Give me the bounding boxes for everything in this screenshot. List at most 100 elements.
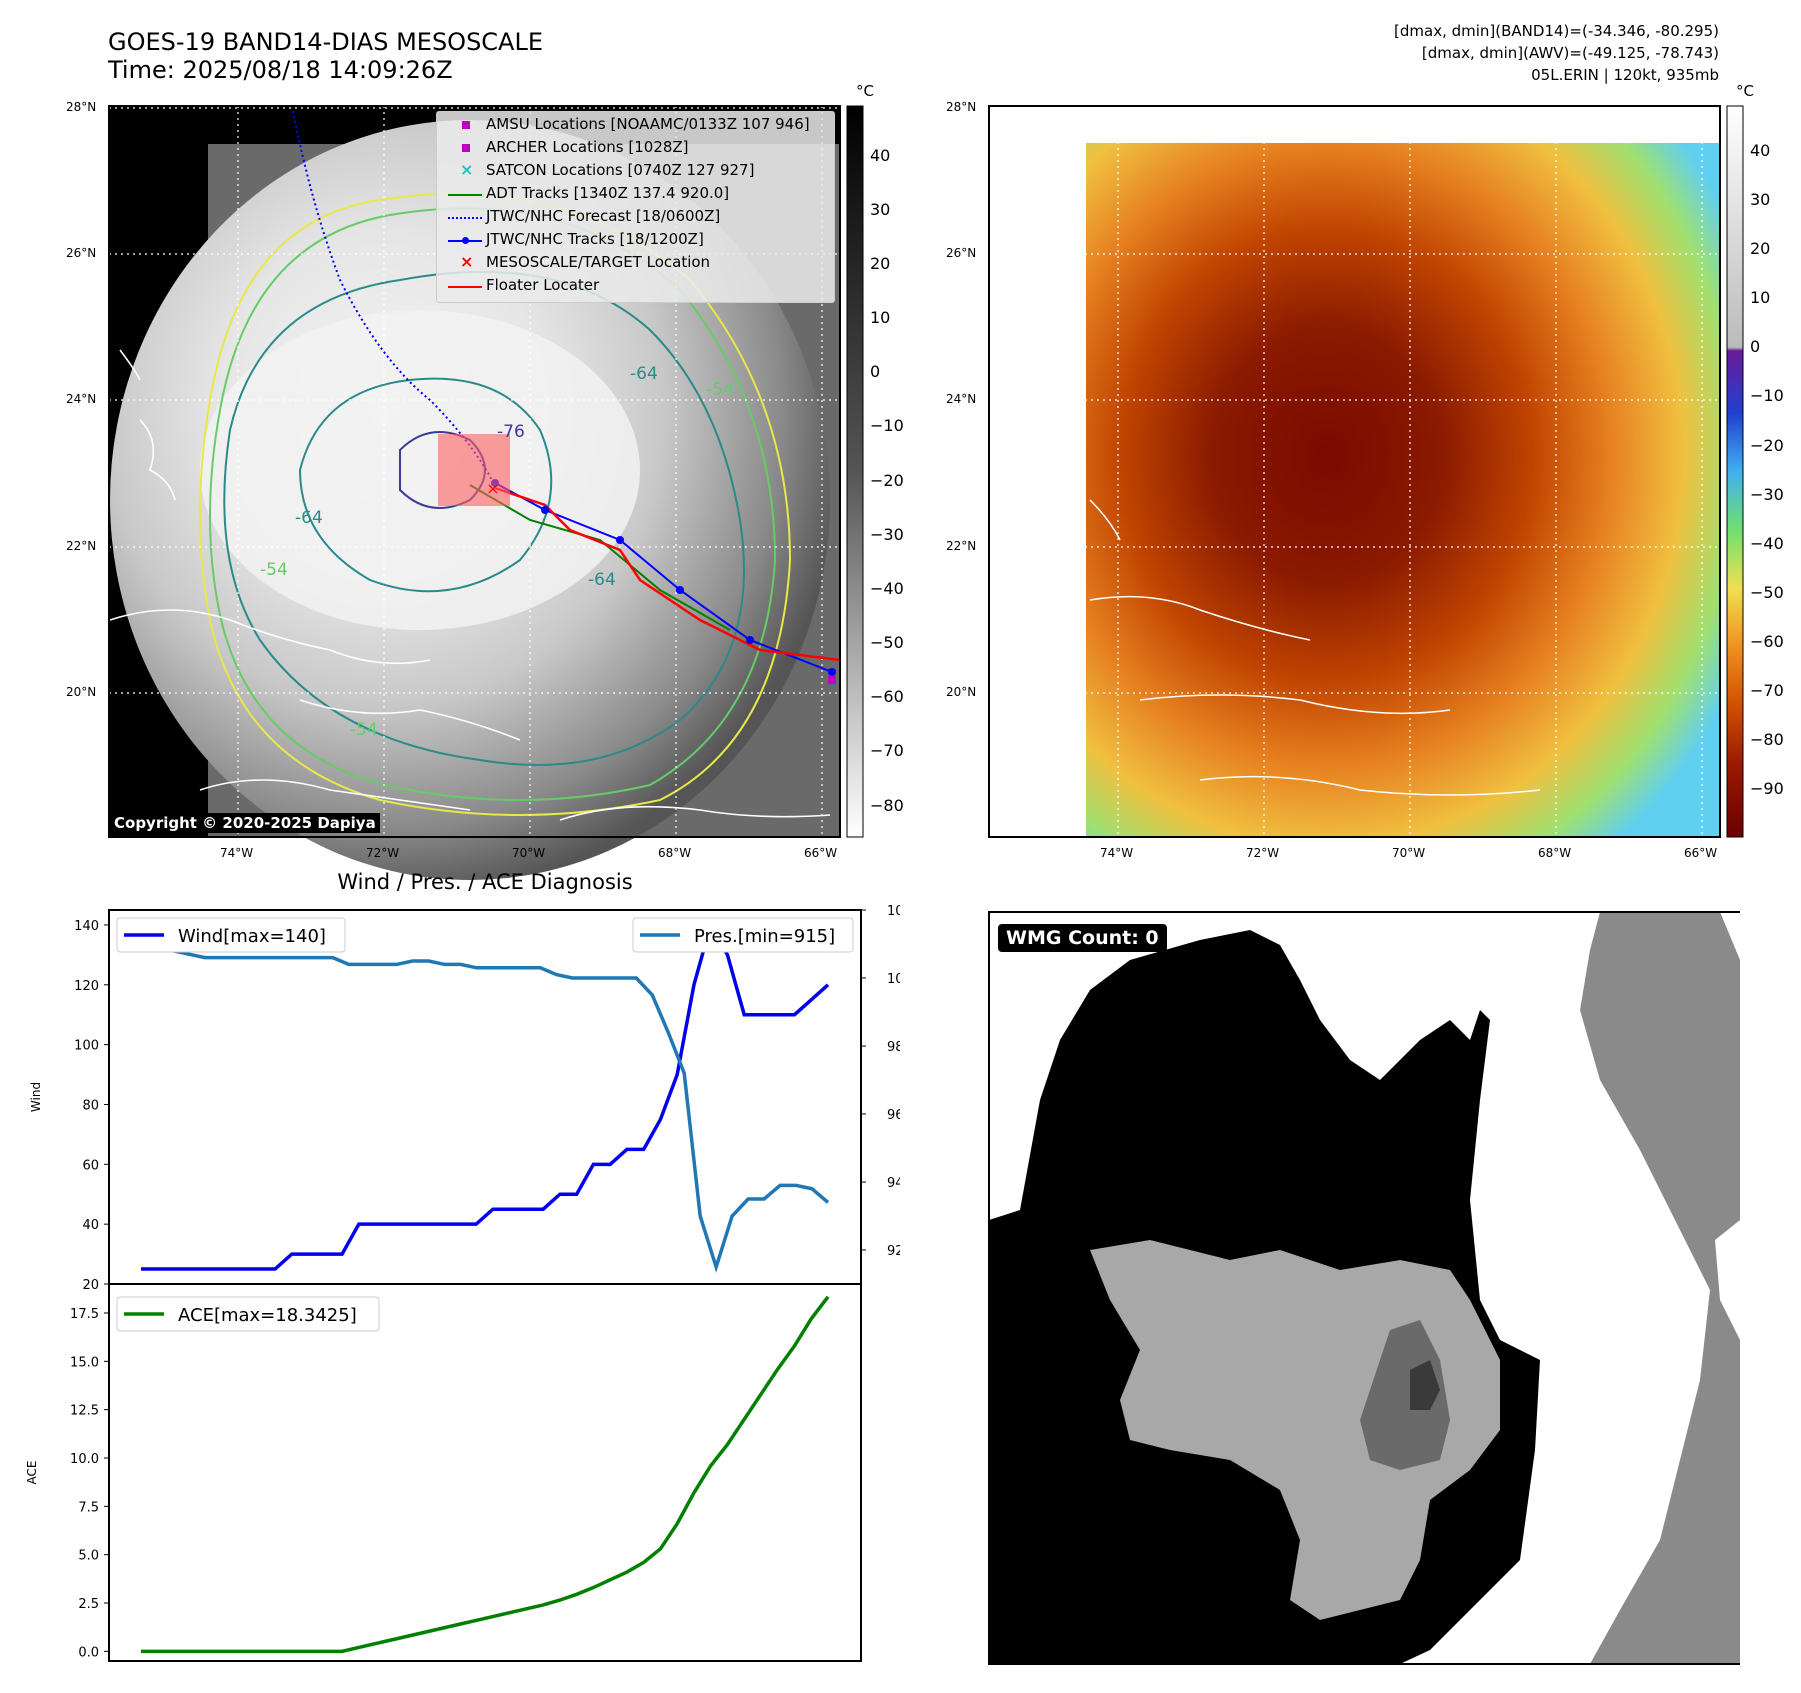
legend-marker-icon <box>448 141 484 155</box>
lon-tick-label: 66°W <box>1684 846 1718 860</box>
ace-tick-label: 17.5 <box>70 1307 99 1322</box>
adt-track <box>469 484 731 631</box>
wmg-mask <box>988 911 1740 1665</box>
legend-marker-icon: × <box>460 160 474 179</box>
colorbar-tick-label: −70 <box>1750 680 1784 700</box>
pressure-tick-label: 980 <box>887 1040 900 1055</box>
legend-label: MESOSCALE/TARGET Location <box>486 253 711 271</box>
colorbar-tick-label: 0 <box>870 362 881 382</box>
wind-axis-label: Wind <box>29 1082 43 1112</box>
colorbar-tick-label: −80 <box>1750 729 1784 749</box>
color-coverage <box>1086 143 1720 837</box>
wind-legend-label: Wind[max=140] <box>178 926 326 947</box>
lon-tick-label: 72°W <box>366 846 400 860</box>
map-legend <box>436 111 835 303</box>
copyright-label: Copyright © 2020-2025 Dapiya <box>110 813 380 833</box>
lat-tick-label: 24°N <box>946 392 977 406</box>
amsu-point <box>828 676 836 684</box>
legend-entry: JTWC/NHC Forecast [18/0600Z] <box>444 206 834 228</box>
lon-tick-label: 68°W <box>658 846 692 860</box>
colorbar-tick-label: 40 <box>1750 141 1771 161</box>
legend-marker-icon <box>448 279 484 293</box>
ace-tick-label: 2.5 <box>78 1597 99 1612</box>
contour-label: -64 <box>630 364 658 384</box>
figure-title-line1: GOES-19 BAND14-DIAS MESOSCALE <box>108 28 544 56</box>
lon-tick-label: 72°W <box>1246 846 1280 860</box>
colorbar-tick-label: −50 <box>870 633 904 653</box>
colorbar-tick-label: −60 <box>870 687 904 707</box>
wind-tick-label: 80 <box>82 1098 99 1113</box>
color-coastlines <box>1089 499 1541 796</box>
lat-tick-label: 20°N <box>946 685 977 699</box>
floater-track <box>494 486 841 662</box>
colorbar-tick-label: 40 <box>870 145 891 165</box>
gray-colorbar-unit: °C <box>856 82 874 100</box>
legend-marker-icon <box>448 233 484 247</box>
forecast-track <box>291 105 493 481</box>
lat-tick-label: 28°N <box>946 100 977 114</box>
pressure-tick-label: 1020 <box>887 904 900 919</box>
lat-tick-label: 28°N <box>66 100 97 114</box>
legend-entry: Floater Locater <box>444 275 834 297</box>
ace-tick-label: 15.0 <box>70 1355 99 1370</box>
pressure-legend-label: Pres.[min=915] <box>694 926 835 947</box>
wind-series-line <box>141 920 830 1271</box>
wind-tick-label: 20 <box>82 1278 99 1293</box>
ace-legend-label: ACE[max=18.3425] <box>178 1305 357 1326</box>
lon-tick-label: 70°W <box>512 846 546 860</box>
ace-series-line <box>141 1295 830 1654</box>
legend-entry: × MESOSCALE/TARGET Location <box>444 252 834 274</box>
info-dmax-awv: [dmax, dmin](AWV)=(-49.125, -78.743) <box>1421 44 1719 62</box>
contour-lines <box>199 192 792 816</box>
ace-tick-label: 12.5 <box>70 1404 99 1419</box>
lat-tick-label: 26°N <box>66 246 97 260</box>
wind-tick-label: 40 <box>82 1218 99 1233</box>
chart-title: Wind / Pres. / ACE Diagnosis <box>337 870 633 894</box>
wind-tick-label: 120 <box>74 979 99 994</box>
info-dmax-band14: [dmax, dmin](BAND14)=(-34.346, -80.295) <box>1394 22 1719 40</box>
best-track <box>494 482 833 673</box>
pressure-tick-label: 920 <box>887 1244 900 1259</box>
pressure-legend-box <box>632 917 854 953</box>
wind-tick-label: 100 <box>74 1039 99 1054</box>
ace-tick-label: 10.0 <box>70 1452 99 1467</box>
colorbar-tick-label: −60 <box>1750 631 1784 651</box>
target-x: × <box>486 479 499 498</box>
colorbar-tick-label: 10 <box>1750 288 1771 308</box>
legend-label: ADT Tracks [1340Z 137.4 920.0] <box>486 184 730 202</box>
gray-colorbar <box>846 105 864 838</box>
wind-tick-label: 140 <box>74 919 99 934</box>
colorbar-tick-label: −50 <box>1750 582 1784 602</box>
diagnosis-chart: 20 40 60 80 100 120 140 920 940 960 980 1000 1020 Win… <box>25 904 900 1662</box>
lon-tick-label: 66°W <box>804 846 838 860</box>
lon-tick-label: 74°W <box>1100 846 1134 860</box>
color-colorbar-unit: °C <box>1736 82 1754 100</box>
ace-panel-frame <box>108 1283 862 1662</box>
pressure-series-line <box>141 928 830 1273</box>
ace-axis-label: ACE <box>25 1461 39 1485</box>
colorbar-tick-label: −30 <box>1750 484 1784 504</box>
colorbar-tick-label: −40 <box>870 578 904 598</box>
legend-label: JTWC/NHC Forecast [18/0600Z] <box>486 207 721 225</box>
pressure-tick-label: 960 <box>887 1108 900 1123</box>
contour-label: -64 <box>588 570 616 590</box>
colorbar-tick-label: −20 <box>870 470 904 490</box>
contour-label: -64 <box>295 508 323 528</box>
lon-tick-label: 74°W <box>220 846 254 860</box>
mesoscale-box <box>438 434 510 506</box>
legend-entry: ADT Tracks [1340Z 137.4 920.0] <box>444 183 834 205</box>
contour-label: -76 <box>497 422 525 442</box>
legend-label: JTWC/NHC Tracks [18/1200Z] <box>486 230 704 248</box>
lat-tick-label: 26°N <box>946 246 977 260</box>
colorbar-tick-label: 30 <box>1750 190 1771 210</box>
colorbar-tick-label: 30 <box>870 199 891 219</box>
coastlines <box>109 349 831 821</box>
lon-tick-label: 68°W <box>1538 846 1572 860</box>
lat-tick-label: 20°N <box>66 685 97 699</box>
color-colorbar <box>1726 105 1744 838</box>
ace-tick-label: 0.0 <box>78 1645 99 1660</box>
colorbar-tick-label: 20 <box>1750 239 1771 259</box>
wind-tick-label: 60 <box>82 1158 99 1173</box>
ace-tick-label: 7.5 <box>78 1500 99 1515</box>
contour-label: -54 <box>260 560 288 580</box>
